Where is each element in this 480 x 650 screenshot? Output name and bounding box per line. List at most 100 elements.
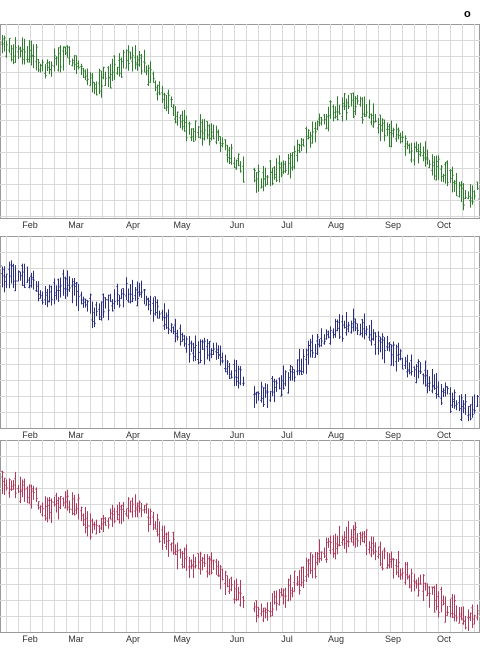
month-label: Oct: [437, 430, 452, 440]
month-label: May: [173, 220, 191, 230]
ohlc-bar: [275, 590, 278, 611]
ohlc-bar: [264, 167, 267, 187]
ohlc-bar: [127, 288, 130, 303]
ohlc-bar: [161, 309, 164, 321]
ohlc-bar: [161, 525, 164, 550]
ohlc-bar: [460, 394, 463, 421]
ohlc-bar: [323, 113, 326, 125]
ohlc-bar: [156, 84, 159, 101]
ohlc-bar: [1, 470, 2, 472]
ohlc-bar: [134, 286, 137, 301]
ohlc-bar: [73, 54, 76, 71]
ohlc-bar: [100, 517, 103, 530]
ohlc-bar: [226, 575, 229, 588]
ohlc-bar: [172, 104, 175, 117]
ohlc-bar: [116, 504, 119, 521]
ohlc-bar: [365, 103, 368, 117]
ohlc-bar: [305, 557, 308, 582]
ohlc-bar: [179, 548, 182, 559]
month-label: Jul: [281, 634, 293, 644]
ohlc-bar: [215, 558, 218, 575]
ohlc-bar: [66, 45, 69, 58]
ohlc-bar: [82, 296, 85, 308]
ohlc-bar: [82, 68, 85, 79]
ohlc-bar: [136, 55, 139, 71]
ohlc-bar: [111, 299, 114, 312]
ohlc-bar: [80, 63, 83, 76]
ohlc-bar: [282, 588, 285, 605]
ohlc-bar: [343, 531, 346, 550]
ohlc-bar: [287, 578, 290, 602]
ohlc-bar: [377, 331, 380, 355]
ohlc-bar: [334, 106, 337, 119]
ohlc-bar: [266, 174, 269, 186]
ohlc-bar: [55, 285, 58, 300]
ohlc-bar: [422, 373, 425, 385]
ohlc-bar: [293, 369, 296, 382]
ohlc-bar: [80, 291, 83, 305]
ohlc-bar: [219, 136, 222, 152]
panel-frame: [0, 24, 480, 219]
ohlc-bar: [314, 343, 317, 358]
ohlc-bar: [199, 551, 202, 575]
ohlc-bar: [116, 66, 119, 75]
month-label: Oct: [437, 634, 452, 644]
ohlc-bar: [46, 59, 49, 72]
ohlc-bar: [293, 570, 296, 592]
ohlc-bar: [338, 104, 341, 115]
ohlc-bar: [14, 471, 17, 499]
ohlc-bar: [125, 508, 128, 517]
ohlc-bar: [21, 479, 24, 498]
ohlc-bar: [356, 533, 359, 547]
ohlc-bar: [91, 518, 94, 534]
ohlc-bar: [345, 312, 348, 336]
ohlc-bar: [341, 535, 344, 546]
ohlc-bar: [53, 48, 56, 72]
ohlc-bar: [406, 140, 409, 150]
ohlc-bar: [417, 359, 420, 379]
ohlc-bar: [37, 281, 40, 302]
ohlc-bar: [10, 44, 13, 62]
ohlc-bar: [458, 606, 461, 624]
ohlc-bar: [138, 50, 141, 67]
ohlc-bar: [190, 340, 193, 352]
ohlc-bar: [217, 345, 220, 359]
ohlc-bar: [32, 44, 35, 69]
ohlc-bar: [156, 513, 159, 537]
ohlc-bar: [149, 295, 152, 315]
ohlc-bar: [147, 297, 150, 311]
ohlc-bar: [415, 363, 418, 384]
ohlc-bar: [253, 167, 256, 183]
ohlc-bar: [242, 376, 245, 387]
ohlc-bar: [374, 113, 377, 123]
ohlc-bar: [113, 507, 116, 524]
ohlc-bar: [59, 45, 62, 73]
ohlc-bar: [12, 263, 15, 289]
ohlc-bar: [127, 45, 130, 71]
ohlc-bar: [75, 503, 78, 515]
ohlc-bar: [428, 586, 431, 608]
ohlc-bar: [352, 92, 355, 119]
ohlc-bar: [188, 336, 191, 363]
ohlc-bar: [86, 299, 89, 312]
ohlc-bar: [203, 118, 206, 141]
ohlc-bar: [372, 536, 375, 555]
ohlc-bar: [383, 547, 386, 560]
ohlc-bar: [410, 568, 413, 592]
ohlc-bar: [293, 145, 296, 170]
ohlc-bar: [46, 288, 49, 308]
ohlc-bar: [440, 383, 443, 405]
ohlc-bar: [298, 143, 301, 153]
ohlc-bar: [379, 114, 382, 142]
month-label: Mar: [68, 634, 84, 644]
ohlc-bar: [257, 391, 260, 401]
ohlc-bar: [343, 92, 346, 111]
ohlc-bar: [458, 395, 461, 412]
ohlc-bar: [104, 517, 107, 526]
ohlc-bar: [350, 320, 353, 334]
ohlc-bar: [320, 116, 323, 126]
ohlc-bar: [278, 155, 281, 183]
ohlc-bar: [201, 119, 204, 146]
ohlc-bar: [336, 96, 339, 121]
ohlc-bar: [179, 114, 182, 129]
